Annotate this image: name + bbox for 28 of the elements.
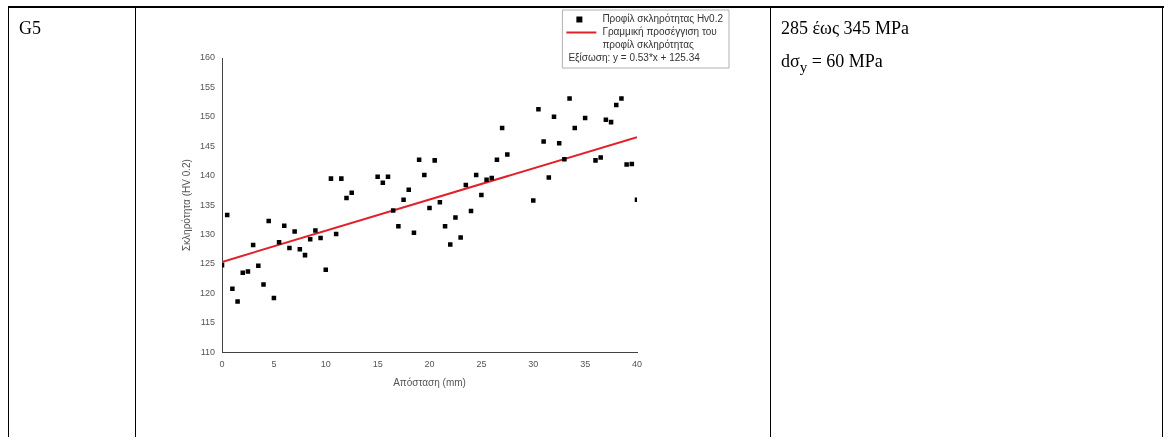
text: G5 [19,18,41,39]
x-tick-label: 0 [219,359,225,370]
y-tick-label: 115 [200,317,216,328]
y-tick-label: 130 [199,229,216,239]
legend-label: Προφίλ σκληρότητας Hv0.2 [602,13,724,25]
legend-label: Γραμμική προσέγγιση του προφίλ σκληρότητας [602,26,717,51]
y-tick-label: 140 [199,170,216,181]
x-tick-label: 40 [631,359,643,370]
y-tick-label: 135 [199,199,216,210]
y-axis-title: Σκληρότητα (HV 0.2) [180,159,192,252]
y-tick-label: 120 [199,287,216,298]
x-axis-title: Απόσταση (mm) [393,376,466,388]
y-tick-label: 110 [200,346,216,357]
y-tick-label: 155 [199,81,216,92]
y-tick-label: 145 [199,140,216,151]
annotation: Εξίσωση: y = 0.53*x + 125.34 [568,52,701,65]
x-tick-label: 30 [528,359,539,370]
x-tick-label: 20 [424,359,435,370]
x-tick-label: 10 [320,359,331,370]
x-tick-label: 5 [271,359,277,370]
text: 285 έως 345 MPa [781,18,910,39]
y-tick-label: 160 [199,52,216,63]
y-tick-label: 150 [199,111,216,122]
y-tick-label: 125 [199,258,216,269]
text: dσ$_{y}$ = 60 MPa [781,51,884,76]
x-tick-label: 35 [580,359,591,370]
x-tick-label: 25 [476,359,487,370]
x-tick-label: 15 [372,359,383,370]
